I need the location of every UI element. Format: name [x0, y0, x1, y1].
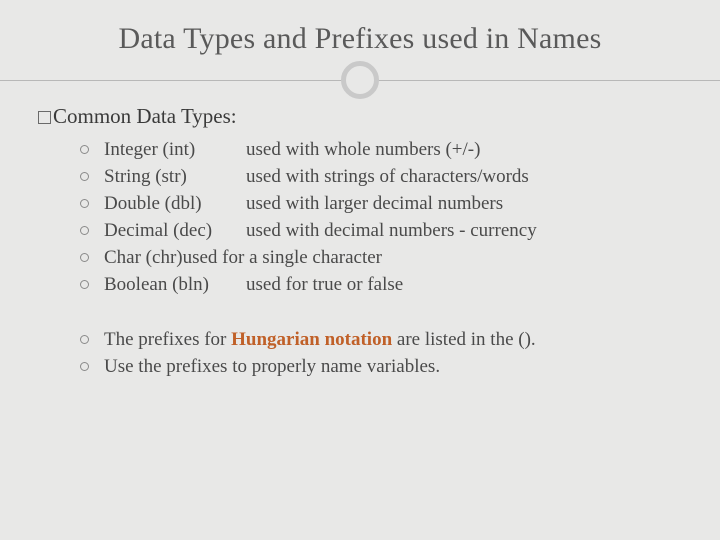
- type-desc: used with strings of characters/words: [246, 166, 529, 187]
- type-name: Decimal (dec): [104, 218, 246, 245]
- circle-bullet-icon: [80, 172, 89, 181]
- type-desc: used with larger decimal numbers: [246, 193, 503, 214]
- list-item: String (str)used with strings of charact…: [80, 164, 680, 191]
- circle-bullet-icon: [80, 280, 89, 289]
- note-highlight: Hungarian notation: [231, 329, 392, 350]
- type-name: Integer (int): [104, 137, 246, 164]
- note-text: Use the prefixes to properly name variab…: [104, 356, 440, 377]
- list-item: Boolean (bln)used for true or false: [80, 272, 680, 299]
- type-name: Double (dbl): [104, 191, 246, 218]
- data-types-list: Integer (int)used with whole numbers (+/…: [38, 137, 680, 299]
- list-item: Double (dbl)used with larger decimal num…: [80, 191, 680, 218]
- type-desc: used with whole numbers (+/-): [246, 139, 480, 160]
- slide-title: Data Types and Prefixes used in Names: [0, 0, 720, 56]
- notes-list: The prefixes for Hungarian notation are …: [38, 327, 680, 381]
- list-item: Char (chr)used for a single character: [80, 245, 680, 272]
- divider-circle-icon: [341, 61, 379, 99]
- note-text-pre: The prefixes for: [104, 329, 231, 350]
- circle-bullet-icon: [80, 199, 89, 208]
- circle-bullet-icon: [80, 335, 89, 344]
- circle-bullet-icon: [80, 226, 89, 235]
- divider: [0, 62, 720, 102]
- list-item: Integer (int)used with whole numbers (+/…: [80, 137, 680, 164]
- slide: Data Types and Prefixes used in Names Co…: [0, 0, 720, 540]
- circle-bullet-icon: [80, 362, 89, 371]
- content-area: Common Data Types: Integer (int)used wit…: [0, 104, 720, 381]
- list-item: The prefixes for Hungarian notation are …: [80, 327, 680, 354]
- type-desc: used for true or false: [246, 274, 403, 295]
- circle-bullet-icon: [80, 145, 89, 154]
- section-heading: Common Data Types:: [53, 104, 237, 128]
- circle-bullet-icon: [80, 253, 89, 262]
- type-desc: used for a single character: [183, 247, 382, 268]
- type-name: Boolean (bln): [104, 272, 246, 299]
- list-item: Decimal (dec)used with decimal numbers -…: [80, 218, 680, 245]
- square-bullet-icon: [38, 111, 51, 124]
- list-item: Use the prefixes to properly name variab…: [80, 354, 680, 381]
- type-name: String (str): [104, 164, 246, 191]
- type-desc: used with decimal numbers - currency: [246, 220, 537, 241]
- type-name: Char (chr): [104, 247, 183, 268]
- note-text-post: are listed in the ().: [392, 329, 536, 350]
- section-heading-row: Common Data Types:: [38, 104, 680, 129]
